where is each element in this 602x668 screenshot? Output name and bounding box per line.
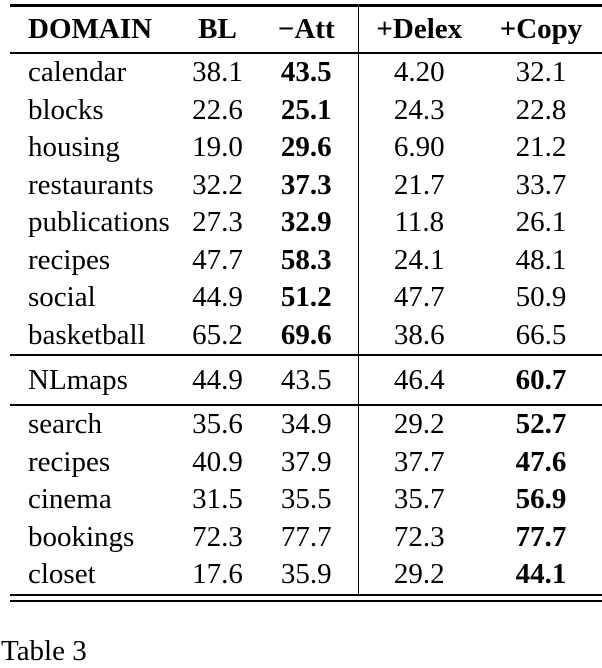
table-row: search 35.6 34.9 29.2 52.7: [10, 405, 602, 444]
value-cell: 11.8: [357, 204, 480, 242]
table-row: bookings 72.3 77.7 72.3 77.7: [10, 518, 602, 556]
domain-cell: housing: [28, 131, 120, 164]
domain-cell: basketball: [28, 318, 146, 351]
table-row: NLmaps 44.9 43.5 46.4 60.7: [10, 355, 602, 405]
value-cell: 37.7: [357, 443, 480, 481]
value-cell: 43.5: [280, 56, 332, 89]
column-header-minus-att: −Att: [277, 13, 335, 45]
bottom-double-rule: [10, 599, 602, 602]
value-cell: 31.5: [192, 483, 243, 516]
table-row: restaurants 32.2 37.3 21.7 33.7: [10, 166, 602, 204]
domain-cell: bookings: [28, 520, 135, 553]
value-cell: 38.6: [357, 316, 480, 355]
column-header-domain: DOMAIN: [28, 13, 153, 45]
value-cell: 33.7: [515, 168, 567, 201]
paper-page: { "caption": "Table 3", "table": { "colu…: [0, 4, 602, 667]
value-cell: 72.3: [357, 518, 480, 556]
value-cell: 44.9: [192, 363, 243, 396]
column-header-bl: BL: [198, 13, 237, 45]
value-cell: 22.8: [515, 93, 567, 126]
value-cell: 4.20: [357, 53, 480, 92]
value-cell: 29.6: [280, 131, 332, 164]
value-cell: 43.5: [280, 363, 332, 396]
value-cell: 34.9: [280, 408, 332, 441]
value-cell: 44.9: [192, 281, 243, 314]
value-cell: 29.2: [357, 556, 480, 595]
value-cell: 52.7: [515, 408, 567, 441]
table-section-domains: calendar 38.1 43.5 4.20 32.1 blocks 22.6 25.1 24…: [10, 53, 602, 355]
value-cell: 47.6: [515, 445, 567, 478]
value-cell: 50.9: [515, 281, 567, 314]
table-row: recipes 40.9 37.9 37.7 47.6: [10, 443, 602, 481]
table-section-nlmaps: NLmaps 44.9 43.5 46.4 60.7: [10, 355, 602, 405]
domain-cell: blocks: [28, 93, 104, 126]
domain-cell: NLmaps: [28, 363, 128, 396]
table-row: housing 19.0 29.6 6.90 21.2: [10, 129, 602, 167]
value-cell: 72.3: [192, 520, 243, 553]
table-row: cinema 31.5 35.5 35.7 56.9: [10, 481, 602, 519]
value-cell: 6.90: [357, 129, 480, 167]
domain-cell: cinema: [28, 483, 112, 516]
value-cell: 69.6: [280, 318, 332, 351]
value-cell: 25.1: [280, 93, 332, 126]
value-cell: 17.6: [192, 558, 243, 591]
value-cell: 24.1: [357, 241, 480, 279]
value-cell: 77.7: [280, 520, 332, 553]
value-cell: 32.1: [515, 56, 567, 89]
value-cell: 47.7: [357, 279, 480, 317]
domain-cell: publications: [28, 206, 170, 239]
value-cell: 26.1: [515, 206, 567, 239]
value-cell: 66.5: [515, 318, 567, 351]
value-cell: 24.3: [357, 91, 480, 129]
value-cell: 27.3: [192, 206, 243, 239]
table-row: closet 17.6 35.9 29.2 44.1: [10, 556, 602, 595]
value-cell: 77.7: [515, 520, 567, 553]
value-cell: 21.7: [357, 166, 480, 204]
value-cell: 29.2: [357, 405, 480, 444]
column-header-plus-copy: +Copy: [499, 13, 583, 45]
results-table: DOMAIN BL −Att +Delex +Copy calendar 38.1…: [10, 4, 602, 596]
value-cell: 37.9: [280, 445, 332, 478]
domain-cell: closet: [28, 558, 96, 591]
value-cell: 47.7: [192, 243, 243, 276]
value-cell: 58.3: [280, 243, 332, 276]
domain-cell: calendar: [28, 56, 127, 89]
column-header-plus-delex: +Delex: [357, 5, 480, 53]
domain-cell: recipes: [28, 243, 111, 276]
value-cell: 44.1: [515, 558, 567, 591]
domain-cell: search: [28, 408, 103, 441]
value-cell: 38.1: [192, 56, 243, 89]
table-row: publications 27.3 32.9 11.8 26.1: [10, 204, 602, 242]
domain-cell: social: [28, 281, 96, 314]
value-cell: 35.7: [357, 481, 480, 519]
value-cell: 40.9: [192, 445, 243, 478]
value-cell: 35.5: [280, 483, 332, 516]
value-cell: 46.4: [357, 355, 480, 405]
table-row: recipes 47.7 58.3 24.1 48.1: [10, 241, 602, 279]
value-cell: 32.9: [280, 206, 332, 239]
value-cell: 65.2: [192, 318, 243, 351]
table-section-third: search 35.6 34.9 29.2 52.7 recipes 40.9 37.9 37.…: [10, 405, 602, 595]
table-row: basketball 65.2 69.6 38.6 66.5: [10, 316, 602, 355]
table-row: calendar 38.1 43.5 4.20 32.1: [10, 53, 602, 92]
header-row: DOMAIN BL −Att +Delex +Copy: [10, 5, 602, 53]
value-cell: 51.2: [280, 281, 332, 314]
value-cell: 37.3: [280, 168, 332, 201]
value-cell: 32.2: [192, 168, 243, 201]
table-row: blocks 22.6 25.1 24.3 22.8: [10, 91, 602, 129]
table-row: social 44.9 51.2 47.7 50.9: [10, 279, 602, 317]
value-cell: 19.0: [192, 131, 243, 164]
value-cell: 35.9: [280, 558, 332, 591]
table-header: DOMAIN BL −Att +Delex +Copy: [10, 5, 602, 53]
domain-cell: recipes: [28, 445, 111, 478]
value-cell: 56.9: [515, 483, 567, 516]
value-cell: 35.6: [192, 408, 243, 441]
value-cell: 48.1: [515, 243, 567, 276]
value-cell: 21.2: [515, 131, 567, 164]
value-cell: 60.7: [515, 363, 567, 396]
domain-cell: restaurants: [28, 168, 154, 201]
value-cell: 22.6: [192, 93, 243, 126]
